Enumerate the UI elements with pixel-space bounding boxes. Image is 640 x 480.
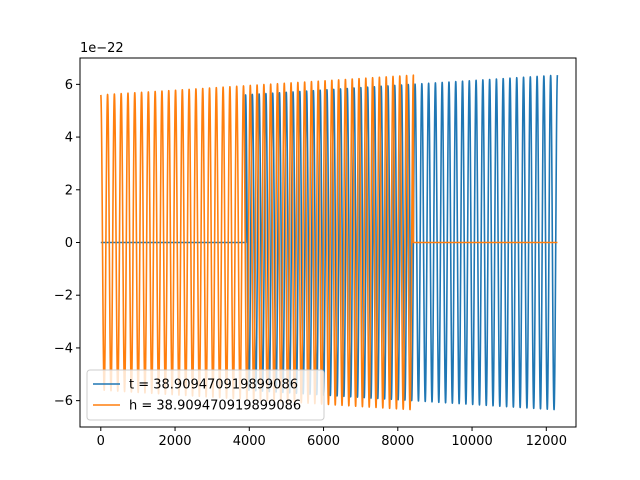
series-line-h <box>100 74 558 411</box>
x-tick-label: 8000 <box>381 434 414 449</box>
y-tick-label: 0 <box>65 236 73 251</box>
y-tick-label: −6 <box>54 394 73 409</box>
legend-entry-label: h = 38.909470919899086 <box>129 399 301 414</box>
x-tick-label: 10000 <box>451 434 492 449</box>
legend-box <box>86 369 325 421</box>
y-tick-label: 2 <box>65 183 73 198</box>
x-axis: 0 2000 4000 6000 8000 10000 12000 <box>97 427 567 449</box>
y-tick-label: 4 <box>65 131 73 146</box>
legend: t = 38.909470919899086 h = 38.90947091989… <box>86 369 325 421</box>
y-tick-label: −2 <box>54 289 73 304</box>
y-offset-label: 1e−22 <box>80 41 124 56</box>
y-tick-label: −4 <box>54 341 73 356</box>
series-line-t <box>100 74 559 411</box>
series-layer <box>100 74 559 411</box>
x-tick-label: 0 <box>97 434 105 449</box>
legend-entry-label: t = 38.909470919899086 <box>129 378 298 393</box>
x-tick-label: 12000 <box>526 434 567 449</box>
y-axis: −6 −4 −2 0 2 4 6 <box>54 78 80 409</box>
x-tick-label: 2000 <box>158 434 191 449</box>
y-tick-label: 6 <box>65 78 73 93</box>
x-tick-label: 6000 <box>307 434 340 449</box>
x-tick-label: 4000 <box>233 434 266 449</box>
